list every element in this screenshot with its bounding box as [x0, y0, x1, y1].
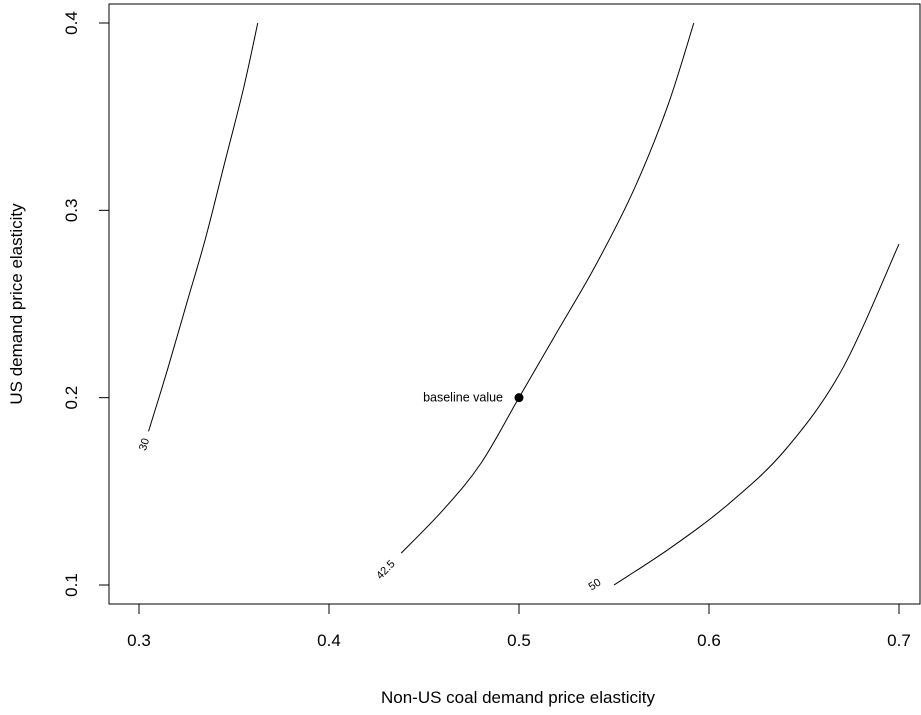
baseline-label: baseline value [423, 391, 503, 405]
contour-line-42.5 [400, 22, 695, 554]
y-axis-label: US demand price elasticity [7, 203, 26, 405]
plot-frame [108, 3, 921, 605]
y-tick-label: 0.3 [62, 199, 81, 223]
y-tick-label: 0.2 [62, 386, 81, 410]
y-axis: 0.1 0.2 0.3 0.4 [62, 11, 110, 597]
annotated-points: baseline value [423, 391, 524, 405]
contour-lines: 30 42.5 50 [137, 22, 900, 594]
x-tick-label: 0.5 [507, 631, 531, 650]
x-tick-label: 0.6 [697, 631, 721, 650]
x-axis-label: Non-US coal demand price elasticity [381, 688, 656, 707]
x-tick-label: 0.3 [127, 631, 151, 650]
y-tick-label: 0.4 [62, 11, 81, 35]
x-tick-label: 0.4 [317, 631, 341, 650]
contour-line-50 [613, 243, 900, 586]
contour-label: 30 [137, 437, 152, 452]
x-tick-label: 0.7 [887, 631, 911, 650]
y-tick-label: 0.1 [62, 573, 81, 597]
x-axis: 0.3 0.4 0.5 0.6 0.7 [127, 603, 911, 650]
contour-line-30 [148, 22, 259, 432]
contour-label: 50 [587, 577, 604, 594]
contour-label: 42.5 [374, 558, 398, 582]
baseline-point [514, 393, 524, 403]
